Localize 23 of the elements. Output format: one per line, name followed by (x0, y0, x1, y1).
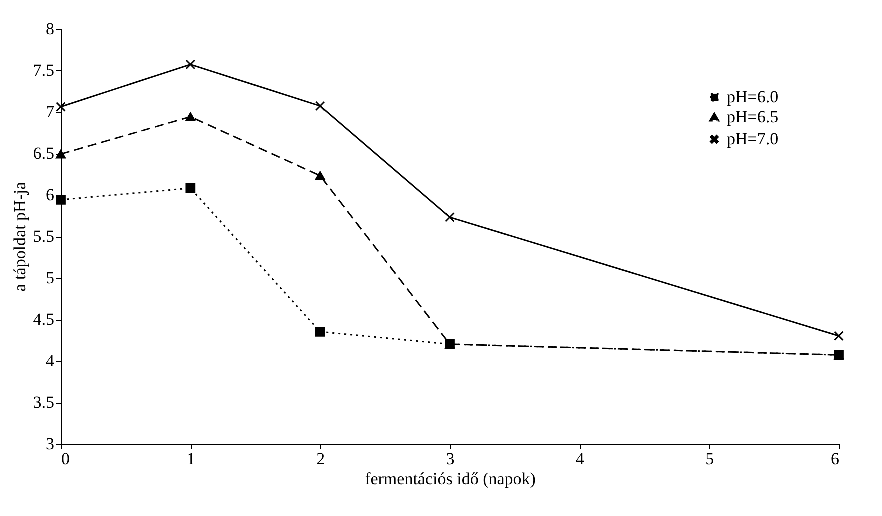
legend-label: pH=7.0 (727, 130, 779, 148)
y-tick-label: 4.5 (33, 310, 54, 329)
y-tick-label: 3.5 (33, 393, 54, 412)
y-tick-label: 6 (46, 186, 54, 204)
x-tick-label: 3 (446, 450, 455, 468)
y-tick-label: 5 (46, 268, 54, 288)
y-tick-label: 3 (46, 434, 54, 454)
x-tick-label: 5 (706, 450, 714, 468)
legend-label: pH=6.0 (727, 88, 779, 106)
legend-label: pH=6.5 (727, 108, 779, 126)
y-tick-label: 8 (46, 20, 54, 38)
x-tick-label: 6 (831, 450, 840, 468)
y-tick-label: 7.5 (33, 61, 54, 80)
y-tick-label: 4 (46, 352, 55, 370)
x-tick-label: 2 (316, 450, 326, 468)
y-tick-label: 5.5 (33, 227, 54, 246)
x-axis-title: fermentációs idő (napok) (365, 470, 536, 488)
x-tick-label: 1 (186, 450, 196, 468)
y-tick-label: 7 (46, 102, 55, 122)
y-axis-title: a tápoldat pH-ja (10, 182, 30, 292)
y-tick-label: 6.5 (33, 144, 54, 163)
x-tick-label: 0 (62, 450, 70, 468)
x-tick-label: 4 (576, 450, 585, 468)
